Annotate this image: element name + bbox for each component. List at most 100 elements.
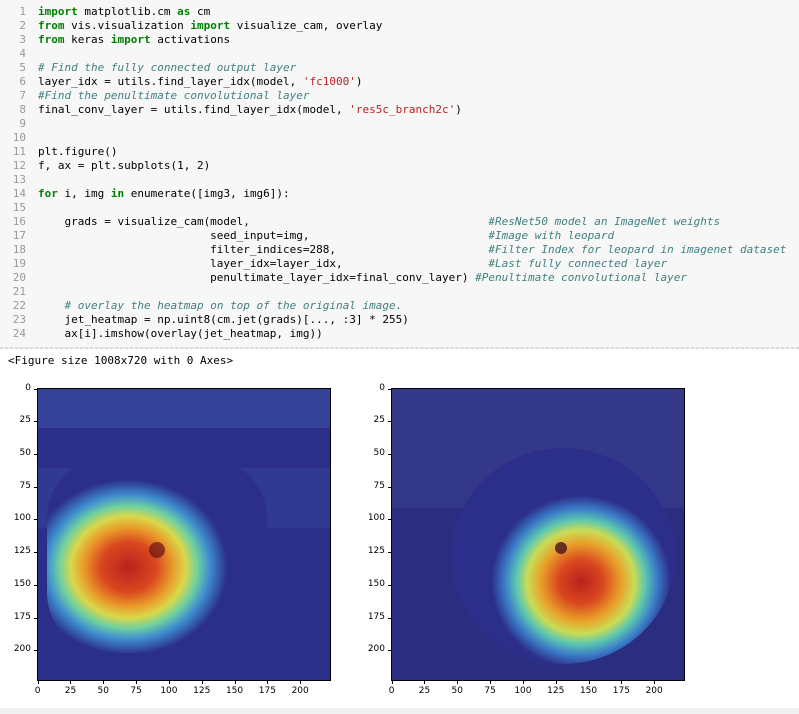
code-token: enumerate([img3, img6]): bbox=[124, 187, 290, 200]
right-heatmap-axes-ytick-mark bbox=[388, 421, 391, 423]
code-token: ) bbox=[455, 103, 462, 116]
code-token: ax[i].imshow(overlay(jet_heatmap, img)) bbox=[38, 327, 323, 340]
code-line[interactable]: 7 #Find the penultimate convolutional lay… bbox=[0, 89, 786, 103]
code-token: layer_idx=layer_idx, bbox=[38, 257, 489, 270]
code-token: penultimate_layer_idx=final_conv_layer) bbox=[38, 271, 476, 284]
code-token: i, img bbox=[57, 187, 111, 200]
left-heatmap-axes-xtick-label: 150 bbox=[225, 686, 244, 696]
right-heatmap-axes-xtick-mark bbox=[555, 681, 557, 684]
code-text: layer_idx=layer_idx, #Last fully connect… bbox=[38, 257, 667, 271]
code-token: #Filter Index for leopard in imagenet da… bbox=[488, 243, 787, 256]
code-text: for i, img in enumerate([img3, img6]): bbox=[38, 187, 290, 201]
line-number: 13 bbox=[12, 173, 26, 186]
code-token: #Find the penultimate convolutional laye… bbox=[38, 89, 310, 102]
code-line[interactable]: 6 layer_idx = utils.find_layer_idx(model,… bbox=[0, 75, 786, 89]
code-text: # Find the fully connected output layer bbox=[38, 61, 296, 75]
output-text: <Figure size 1008x720 with 0 Axes> bbox=[8, 354, 234, 367]
left-heatmap-top-band bbox=[37, 388, 331, 428]
code-line[interactable]: 23 jet_heatmap = np.uint8(cm.jet(grads)[… bbox=[0, 313, 786, 327]
code-line[interactable]: 15 bbox=[0, 201, 786, 215]
code-token: seed_input=img, bbox=[38, 229, 489, 242]
left-heatmap-peak bbox=[149, 542, 165, 558]
code-line[interactable]: 18 filter_indices=288, #Filter Index for… bbox=[0, 243, 787, 257]
right-heatmap-axes-ytick-label: 125 bbox=[367, 546, 385, 557]
left-heatmap-image bbox=[37, 388, 331, 681]
code-line[interactable]: 1 import matplotlib.cm as cm bbox=[0, 5, 786, 19]
code-line[interactable]: 10 bbox=[0, 131, 786, 145]
right-heatmap-axes-xtick-mark bbox=[654, 681, 656, 684]
left-heatmap-axes-ytick-label: 125 bbox=[13, 546, 31, 557]
left-heatmap-axes-xtick-mark bbox=[300, 681, 302, 684]
left-heatmap-axes-ytick-mark bbox=[34, 421, 37, 423]
code-token: as bbox=[177, 5, 191, 18]
code-line[interactable]: 9 bbox=[0, 117, 786, 131]
code-line[interactable]: 19 layer_idx=layer_idx, #Last fully conn… bbox=[0, 257, 786, 271]
left-heatmap-axes-ytick-label: 0 bbox=[25, 382, 31, 393]
code-text: final_conv_layer = utils.find_layer_idx(… bbox=[38, 103, 462, 117]
code-line[interactable]: 13 bbox=[0, 173, 786, 187]
left-heatmap-axes-xtick-mark bbox=[201, 681, 203, 684]
right-heatmap-axes-ytick-label: 200 bbox=[367, 644, 385, 655]
right-heatmap-axes-ytick-mark bbox=[388, 388, 391, 390]
line-number: 23 bbox=[12, 313, 26, 326]
line-number: 7 bbox=[19, 89, 26, 102]
left-heatmap-axes-ytick-mark bbox=[34, 650, 37, 652]
code-token: from bbox=[38, 19, 65, 32]
line-number: 17 bbox=[12, 229, 26, 242]
left-heatmap-axes-ytick-label: 200 bbox=[13, 644, 31, 655]
line-number: 11 bbox=[12, 145, 26, 158]
code-token: in bbox=[110, 187, 125, 200]
right-heatmap-axes-xtick-label: 150 bbox=[579, 686, 598, 696]
code-token: for bbox=[38, 187, 58, 200]
code-line[interactable]: 24 ax[i].imshow(overlay(jet_heatmap, img… bbox=[0, 327, 786, 341]
right-heatmap-image bbox=[391, 388, 685, 681]
code-line[interactable]: 22 # overlay the heatmap on top of the o… bbox=[0, 299, 786, 313]
code-text: # overlay the heatmap on top of the orig… bbox=[38, 299, 403, 313]
right-heatmap-axes-xtick-label: 0 bbox=[388, 686, 395, 696]
line-number: 9 bbox=[19, 117, 26, 130]
right-heatmap-axes-xtick-label: 75 bbox=[484, 686, 496, 696]
code-cell[interactable]: 1 import matplotlib.cm as cm 2 from vis.vis… bbox=[0, 0, 799, 348]
line-number: 18 bbox=[12, 243, 26, 256]
right-heatmap-axes-ytick-label: 75 bbox=[373, 480, 385, 491]
left-heatmap-axes-xtick-label: 50 bbox=[97, 686, 109, 696]
left-heatmap-svg bbox=[37, 388, 331, 681]
code-token: matplotlib.cm bbox=[77, 5, 178, 18]
code-token: vis.visualization bbox=[64, 19, 191, 32]
code-line[interactable]: 11 plt.figure() bbox=[0, 145, 786, 159]
line-number: 20 bbox=[12, 271, 26, 284]
line-number: 2 bbox=[19, 19, 26, 32]
code-line[interactable]: 8 final_conv_layer = utils.find_layer_idx… bbox=[0, 103, 786, 117]
code-line[interactable]: 12 f, ax = plt.subplots(1, 2) bbox=[0, 159, 786, 173]
code-line[interactable]: 20 penultimate_layer_idx=final_conv_laye… bbox=[0, 271, 786, 285]
code-token: import bbox=[38, 5, 78, 18]
code-line[interactable]: 14 for i, img in enumerate([img3, img6]): bbox=[0, 187, 786, 201]
right-heatmap-axes-ytick-mark bbox=[388, 454, 391, 456]
left-heatmap-axes-ytick-mark bbox=[34, 617, 37, 619]
left-heatmap-axes-xtick-label: 100 bbox=[160, 686, 178, 696]
code-editor[interactable]: 1 import matplotlib.cm as cm 2 from vis.vis… bbox=[0, 5, 787, 341]
left-heatmap-axes-xtick-mark bbox=[103, 681, 105, 684]
left-heatmap-axes-xtick-mark bbox=[234, 681, 236, 684]
code-token: layer_idx = utils.find_layer_idx(model, bbox=[38, 75, 303, 88]
code-line[interactable]: 21 bbox=[0, 285, 786, 299]
code-line[interactable]: 5 # Find the fully connected output layer bbox=[0, 61, 786, 75]
left-heatmap-axes-ytick-mark bbox=[34, 584, 37, 586]
code-token: #ResNet50 model an ImageNet weights bbox=[488, 215, 721, 228]
line-number: 10 bbox=[12, 131, 26, 144]
code-token: 'res5c_branch2c' bbox=[349, 103, 456, 116]
line-number: 8 bbox=[19, 103, 26, 116]
bottom-scrollbar[interactable] bbox=[0, 708, 799, 714]
right-heatmap-axes-xtick-mark bbox=[621, 681, 623, 684]
code-line[interactable]: 17 seed_input=img, #Image with leopard bbox=[0, 229, 786, 243]
right-heatmap-axes-ytick-mark bbox=[388, 584, 391, 586]
code-line[interactable]: 3 from keras import activations bbox=[0, 33, 786, 47]
left-heatmap-axes-xtick-mark bbox=[37, 681, 39, 684]
line-number: 5 bbox=[19, 61, 26, 74]
code-line[interactable]: 4 bbox=[0, 47, 786, 61]
right-heatmap-axes-ytick-label: 100 bbox=[367, 513, 385, 524]
code-line[interactable]: 16 grads = visualize_cam(model, #ResNet5… bbox=[0, 215, 786, 229]
right-heatmap-axes-xtick-label: 125 bbox=[547, 686, 565, 696]
code-line[interactable]: 2 from vis.visualization import visualize… bbox=[0, 19, 786, 33]
left-heatmap-axes-ytick-label: 50 bbox=[19, 448, 31, 459]
